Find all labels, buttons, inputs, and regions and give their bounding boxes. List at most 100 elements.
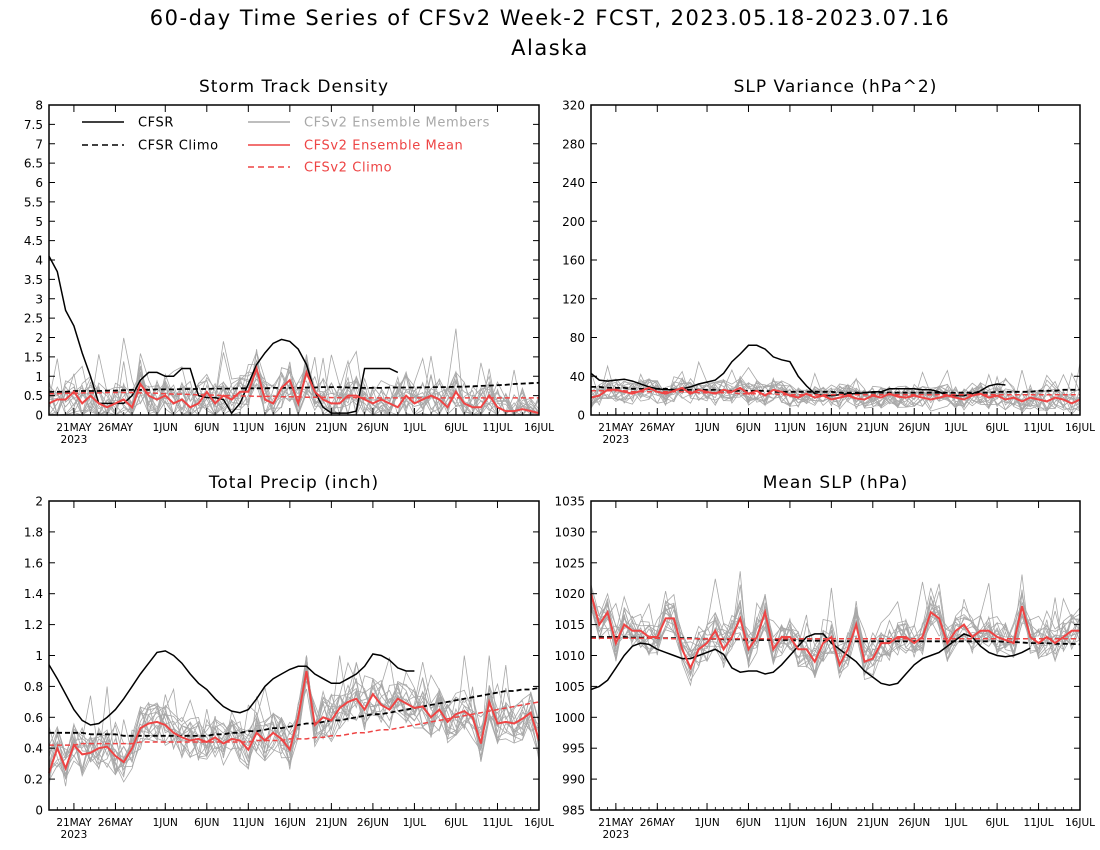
- cfsr-climo-line: [49, 687, 540, 737]
- x-tick-label: 11JUN: [774, 817, 806, 829]
- plot-frame: [590, 104, 1081, 416]
- x-tick-label: 21JUN: [857, 422, 889, 434]
- x-tick-label: 6JUL: [985, 817, 1008, 829]
- x-tick-label: 1JUL: [403, 422, 426, 434]
- ensemble-member-line: [48, 661, 540, 772]
- legend: CFSR CFSR Climo CFSv2 Ensemble Members CFSv…: [82, 116, 490, 176]
- y-tick-label: 40: [570, 370, 585, 384]
- x-tick-label: 26MAY: [98, 422, 134, 434]
- x-tick-label: 1JUL: [944, 817, 967, 829]
- x-tick-label: 21MAY: [598, 817, 634, 829]
- total-precip-panel: Total Precip (inch) 0 0.2 0.4 0.6 0.8 1 1.2 1.4 1…: [24, 473, 554, 841]
- x-year-label: 2023: [61, 434, 88, 446]
- x-tick-label: 6JUL: [985, 422, 1008, 434]
- x-tick-label: 21MAY: [56, 817, 92, 829]
- y-tick-label: 1015: [554, 618, 585, 632]
- y-tick-label: 1010: [554, 649, 585, 663]
- y-tick-label: 1.5: [24, 350, 43, 364]
- x-tick-label: 6JUN: [736, 422, 761, 434]
- y-tick-label: 1000: [554, 711, 585, 725]
- ensemble-mean-line: [590, 593, 1080, 671]
- ensemble-member-line: [590, 377, 1081, 412]
- ensemble-member-line: [590, 592, 1081, 674]
- x-tick-label: 26JUN: [898, 817, 930, 829]
- y-tick-label: 160: [562, 254, 585, 268]
- ensemble-member-line: [48, 670, 540, 783]
- x-tick-label: 11JUL: [482, 817, 512, 829]
- y-tick-label: 1030: [554, 525, 585, 539]
- y-tick-label: 1.8: [24, 525, 43, 539]
- x-tick-label: 16JUN: [274, 817, 306, 829]
- x-tick-label: 16JUL: [524, 422, 554, 434]
- x-tick-label: 1JUN: [153, 422, 178, 434]
- storm-track-density-panel: Storm Track Density 0 0.5 1 1.5 2 2.5 3 3.5 4 4.5 5…: [24, 77, 554, 446]
- y-tick-label: 6: [35, 176, 43, 190]
- ensemble-member-line: [48, 349, 540, 417]
- y-tick-label: 995: [562, 742, 585, 756]
- x-tick-label: 26JUN: [357, 422, 389, 434]
- x-tick-label: 11JUL: [1024, 422, 1054, 434]
- ensemble-members: [590, 571, 1081, 687]
- x-tick-label: 1JUL: [403, 817, 426, 829]
- x-tick-label: 11JUL: [482, 422, 512, 434]
- x-tick-label: 1JUN: [153, 817, 178, 829]
- x-tick-label: 21JUN: [315, 817, 347, 829]
- x-tick-label: 11JUN: [232, 817, 264, 829]
- y-tick-label: 0.6: [24, 711, 43, 725]
- y-tick-label: 2: [35, 495, 43, 509]
- legend-cfs-climo-label: CFSv2 Climo: [304, 161, 392, 176]
- y-tick-label: 0.8: [24, 680, 43, 694]
- legend-cfsr-climo-label: CFSR Climo: [138, 139, 219, 154]
- y-tick-label: 2.5: [24, 312, 43, 326]
- cfsv2-climo-line: [49, 701, 540, 746]
- legend-cfsr-label: CFSR: [138, 116, 174, 131]
- x-tick-label: 21MAY: [56, 422, 92, 434]
- ensemble-members: [48, 655, 540, 787]
- y-tick-label: 1: [35, 370, 43, 384]
- mean-slp-panel: Mean SLP (hPa) 985 990 995 1000 1005 1010 1015 1…: [554, 473, 1095, 841]
- ensemble-members: [48, 328, 540, 417]
- x-tick-label: 26JUN: [357, 817, 389, 829]
- panel-title: Storm Track Density: [199, 77, 389, 97]
- y-tick-label: 0.4: [24, 742, 43, 756]
- main-subtitle: Alaska: [511, 36, 589, 60]
- y-tick-label: 1.4: [24, 587, 43, 601]
- x-tick-label: 26JUN: [898, 422, 930, 434]
- legend-mean-label: CFSv2 Ensemble Mean: [304, 139, 463, 154]
- x-tick-label: 16JUN: [274, 422, 306, 434]
- ensemble-member-line: [48, 351, 540, 417]
- legend-members-label: CFSv2 Ensemble Members: [304, 116, 490, 131]
- y-tick-label: 0: [35, 804, 43, 818]
- y-tick-label: 1005: [554, 680, 585, 694]
- y-tick-label: 1.6: [24, 556, 43, 570]
- y-tick-label: 990: [562, 773, 585, 787]
- x-tick-label: 1JUL: [944, 422, 967, 434]
- y-tick-label: 3: [35, 292, 43, 306]
- y-tick-label: 7: [35, 137, 43, 151]
- cfsr-climo-line: [591, 386, 1080, 394]
- y-tick-label: 320: [562, 99, 585, 113]
- x-tick-label: 21MAY: [598, 422, 634, 434]
- y-tick-label: 5: [35, 215, 43, 229]
- y-tick-label: 3.5: [24, 273, 43, 287]
- cfsr-line: [48, 650, 415, 726]
- panel-title: Total Precip (inch): [208, 473, 379, 493]
- x-tick-label: 6JUL: [444, 422, 467, 434]
- x-tick-label: 6JUN: [194, 817, 219, 829]
- x-tick-label: 6JUN: [194, 422, 219, 434]
- cfsv2-climo-line: [591, 637, 1080, 640]
- cfsr-line: [590, 344, 1006, 397]
- y-tick-label: 4.5: [24, 234, 43, 248]
- x-tick-label: 26MAY: [640, 817, 676, 829]
- x-year-label: 2023: [602, 829, 629, 841]
- y-tick-label: 1: [35, 649, 43, 663]
- x-tick-label: 16JUL: [1065, 817, 1095, 829]
- y-tick-label: 2: [35, 331, 43, 345]
- y-tick-label: 80: [570, 331, 585, 345]
- ensemble-member-line: [48, 354, 540, 417]
- y-tick-label: 280: [562, 137, 585, 151]
- x-tick-label: 16JUL: [524, 817, 554, 829]
- panel-title: Mean SLP (hPa): [763, 473, 909, 493]
- y-tick-label: 200: [562, 215, 585, 229]
- x-tick-label: 11JUN: [774, 422, 806, 434]
